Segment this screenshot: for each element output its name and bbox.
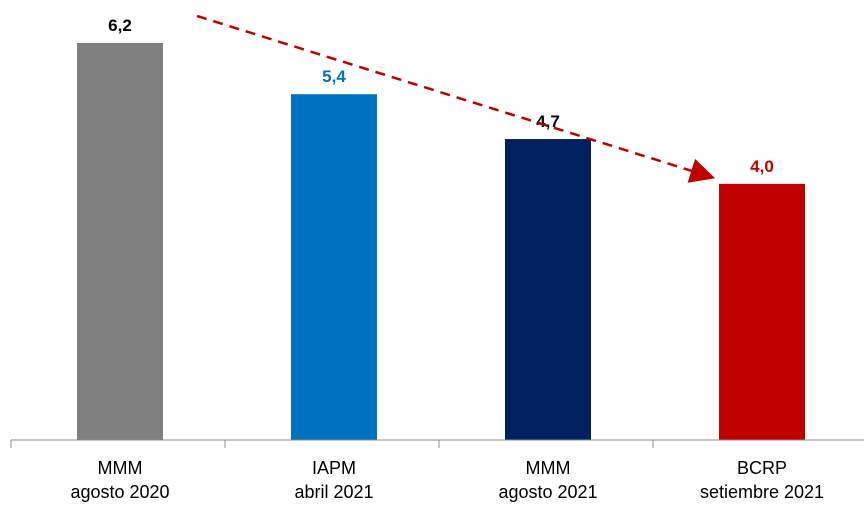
labels-layer: 6,2 MMM agosto 2020 5,4 IAPM abril 2021 4,7 MMM… xyxy=(70,16,824,502)
category-label-1-line-1: abril 2021 xyxy=(294,482,373,502)
trend-arrow-layer xyxy=(196,14,716,183)
bar-0 xyxy=(77,43,163,440)
value-label-2: 4,7 xyxy=(536,112,560,131)
bar-2 xyxy=(505,139,591,440)
value-label-1: 5,4 xyxy=(322,67,346,86)
category-label-0-line-1: agosto 2020 xyxy=(70,482,169,502)
bars-layer xyxy=(77,43,805,441)
value-label-0: 6,2 xyxy=(108,16,132,35)
category-label-0-line-0: MMM xyxy=(98,458,143,478)
category-label-3-line-0: BCRP xyxy=(737,458,787,478)
bar-1 xyxy=(291,94,377,441)
category-label-3-line-1: setiembre 2021 xyxy=(700,482,824,502)
category-label-2-line-1: agosto 2021 xyxy=(498,482,597,502)
trend-arrow xyxy=(196,14,716,183)
category-label-2-line-0: MMM xyxy=(526,458,571,478)
category-label-1-line-0: IAPM xyxy=(312,458,356,478)
bar-3 xyxy=(719,183,805,440)
value-label-3: 4,0 xyxy=(750,157,774,176)
x-axis xyxy=(10,439,864,448)
